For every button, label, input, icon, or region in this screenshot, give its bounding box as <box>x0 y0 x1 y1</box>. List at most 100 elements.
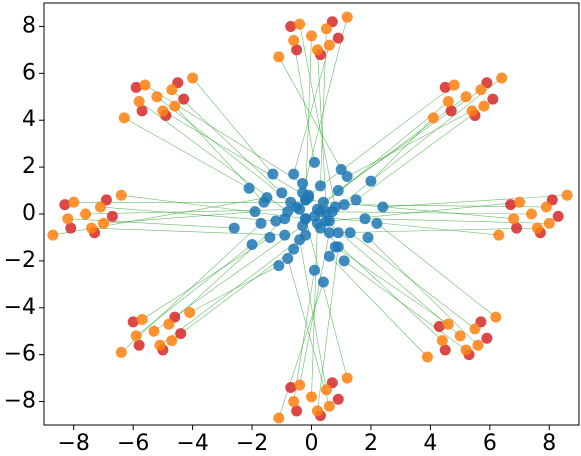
point <box>332 185 344 197</box>
y-tick-label: −2 <box>4 248 36 273</box>
point <box>448 79 460 91</box>
link-line <box>314 216 499 236</box>
point <box>338 255 350 267</box>
y-tick-label: 0 <box>22 201 36 226</box>
point <box>362 231 374 243</box>
link-line <box>320 211 532 215</box>
link-line <box>141 237 271 320</box>
point <box>163 318 175 330</box>
point <box>127 316 139 328</box>
y-tick-label: −8 <box>4 389 36 414</box>
link-line <box>338 89 482 191</box>
point <box>531 222 543 234</box>
x-tick-label: −8 <box>58 431 90 456</box>
point <box>427 112 439 124</box>
point <box>511 222 523 234</box>
point <box>439 81 451 93</box>
point <box>267 168 279 180</box>
point <box>282 253 294 265</box>
point <box>496 72 508 84</box>
link-line <box>171 248 294 341</box>
link-line <box>382 194 568 208</box>
link-line <box>85 209 300 215</box>
point <box>136 314 148 325</box>
point <box>288 35 300 47</box>
point <box>291 44 303 56</box>
point <box>320 384 332 396</box>
point <box>306 391 317 403</box>
point <box>552 210 564 222</box>
point <box>151 91 163 103</box>
point <box>157 105 169 117</box>
point <box>300 213 312 225</box>
link-line <box>338 227 538 234</box>
point <box>175 328 187 340</box>
point <box>279 213 291 225</box>
point <box>317 276 329 288</box>
point <box>320 23 332 35</box>
link-line <box>355 105 485 201</box>
link-line <box>344 260 467 351</box>
point <box>311 203 323 215</box>
link-line <box>305 218 348 379</box>
point <box>279 229 291 241</box>
x-tick-label: −6 <box>117 431 149 456</box>
point <box>115 189 127 201</box>
point <box>439 344 451 356</box>
point <box>249 206 261 218</box>
point <box>332 227 344 239</box>
x-tick-label: 6 <box>483 431 497 456</box>
point <box>454 330 466 342</box>
link-line <box>364 218 550 224</box>
point <box>270 215 282 227</box>
x-tick-label: 4 <box>423 431 437 456</box>
point <box>288 396 300 408</box>
point <box>436 335 448 347</box>
point <box>148 325 160 337</box>
point <box>118 112 130 124</box>
point <box>329 241 341 253</box>
point <box>62 213 74 225</box>
point <box>97 217 109 229</box>
point <box>187 72 199 84</box>
link-line <box>367 237 479 346</box>
point <box>442 95 454 107</box>
point <box>490 311 502 323</box>
link-line <box>278 56 342 170</box>
point <box>178 93 190 105</box>
point <box>308 156 320 168</box>
link-line <box>376 223 496 318</box>
point <box>65 222 77 234</box>
point <box>306 30 317 42</box>
point <box>308 264 320 276</box>
point <box>47 229 59 241</box>
point <box>329 201 341 213</box>
point <box>255 217 267 229</box>
point <box>493 229 505 241</box>
point <box>273 260 285 272</box>
point <box>371 217 383 229</box>
point <box>130 81 142 93</box>
point <box>288 243 300 255</box>
y-tick-label: 8 <box>22 13 36 38</box>
link-line <box>171 89 282 194</box>
link-line <box>91 227 285 236</box>
point <box>166 84 178 96</box>
point <box>323 227 335 239</box>
point <box>320 206 332 218</box>
point <box>297 178 309 190</box>
point <box>311 405 323 417</box>
point <box>460 91 472 103</box>
point <box>285 196 297 208</box>
point <box>133 95 145 107</box>
y-tick-label: 2 <box>22 154 36 179</box>
point <box>294 203 306 215</box>
point <box>469 323 481 335</box>
point <box>466 105 478 117</box>
point <box>508 213 520 225</box>
point <box>169 100 181 112</box>
point <box>291 405 303 417</box>
link-line <box>332 77 502 212</box>
point <box>261 192 273 204</box>
